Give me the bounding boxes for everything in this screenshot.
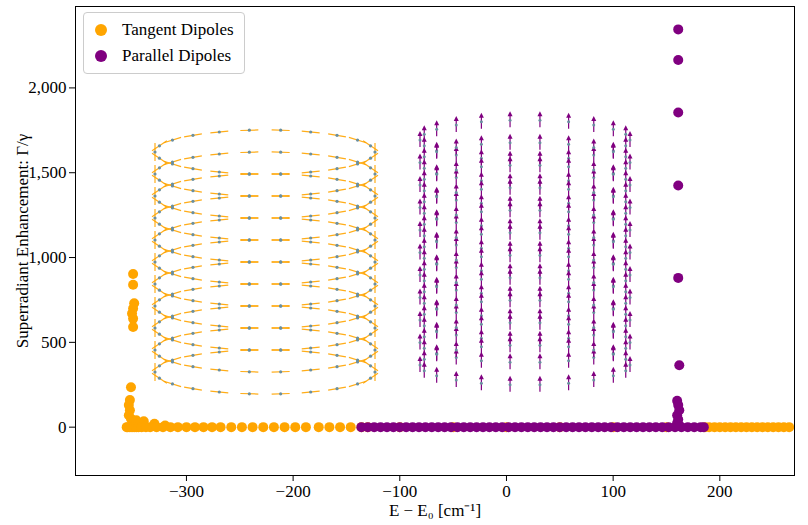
svg-text:−100: −100 [382, 482, 417, 501]
svg-text:−200: −200 [276, 482, 311, 501]
svg-text:100: 100 [600, 482, 626, 501]
svg-text:E − E₀ [cm⁻¹]: E − E₀ [cm⁻¹] [389, 501, 481, 520]
svg-text:500: 500 [41, 333, 67, 352]
html-text:Parallel Dipoles: Parallel Dipoles [122, 46, 232, 65]
svg-text:200: 200 [707, 482, 733, 501]
svg-text:−300: −300 [169, 482, 204, 501]
svg-text:1,000: 1,000 [28, 248, 66, 267]
svg-text:0: 0 [502, 482, 511, 501]
svg-text:Superradiant Enhancement: Γ/γ: Superradiant Enhancement: Γ/γ [13, 133, 32, 348]
svg-text:2,000: 2,000 [28, 78, 66, 97]
html-text:Tangent Dipoles: Tangent Dipoles [122, 20, 234, 39]
svg-text:1,500: 1,500 [28, 163, 66, 182]
svg-text:0: 0 [58, 418, 67, 437]
